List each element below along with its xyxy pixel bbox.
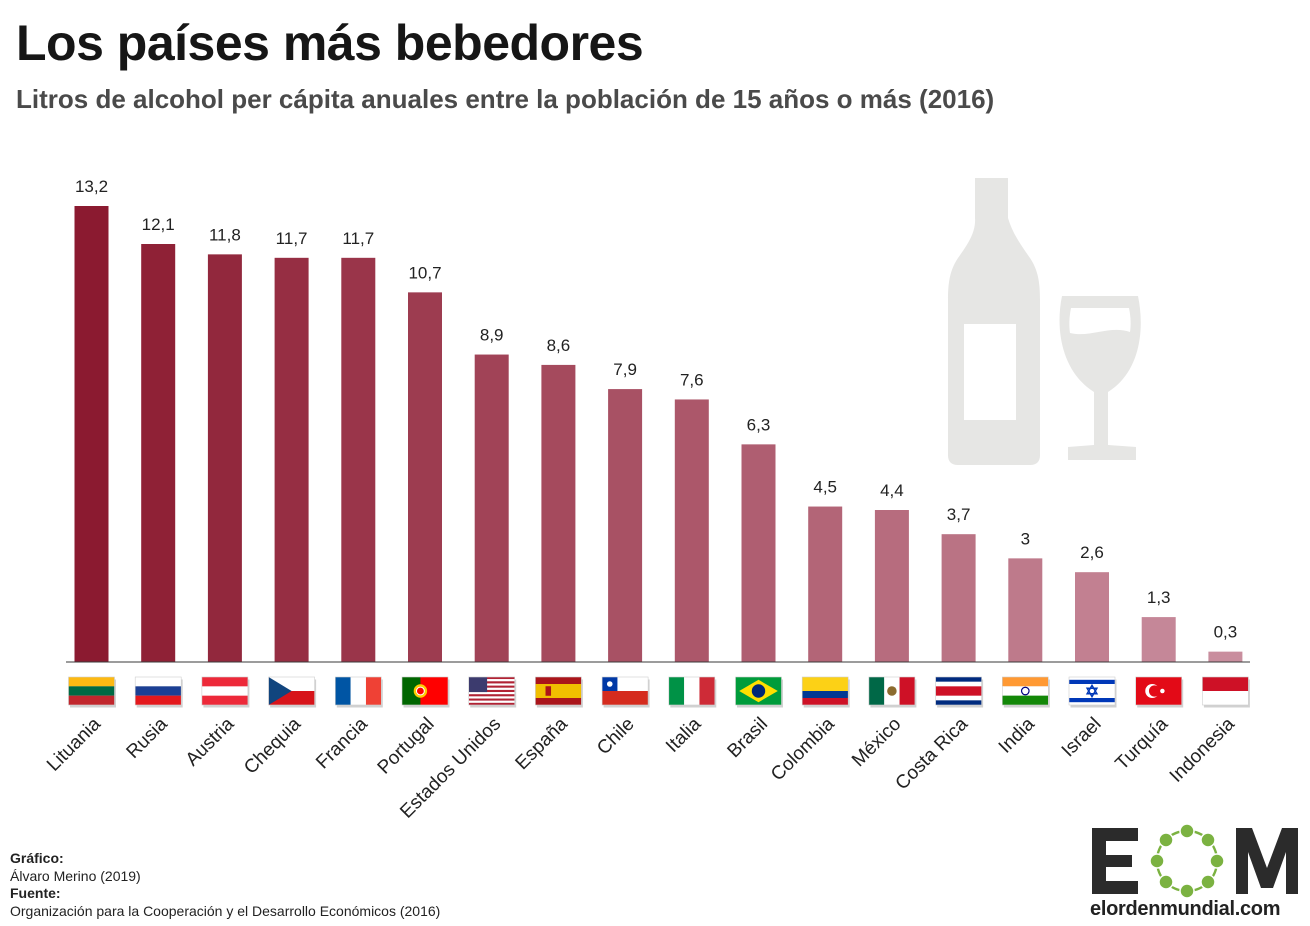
flag-indonesia-icon bbox=[1202, 676, 1250, 708]
bar bbox=[207, 254, 242, 662]
flag-israel-icon bbox=[1068, 676, 1117, 708]
category-label: Portugal bbox=[374, 714, 439, 779]
category-label: Brasil bbox=[724, 714, 772, 762]
fuente-label: Fuente: bbox=[10, 885, 61, 901]
bar bbox=[341, 257, 376, 662]
category-label: Chile bbox=[593, 714, 638, 759]
bar bbox=[1208, 651, 1243, 662]
category-label: Austria bbox=[182, 713, 239, 770]
category-label: Italia bbox=[662, 713, 706, 757]
flag-russia-icon bbox=[134, 676, 183, 708]
value-label: 2,6 bbox=[1080, 543, 1104, 562]
bar bbox=[608, 389, 643, 662]
value-label: 0,3 bbox=[1214, 623, 1238, 642]
bar bbox=[674, 399, 709, 662]
credits: Gráfico: Álvaro Merino (2019) Fuente: Or… bbox=[10, 850, 440, 920]
flag-austria-icon bbox=[201, 676, 250, 708]
value-label: 10,7 bbox=[408, 263, 441, 282]
flag-italy-icon bbox=[668, 676, 717, 708]
flag-colombia-icon bbox=[801, 676, 850, 708]
bar bbox=[541, 364, 576, 662]
bar bbox=[1008, 558, 1043, 662]
bar bbox=[408, 292, 442, 662]
bar bbox=[741, 444, 776, 662]
value-label: 11,8 bbox=[209, 225, 241, 244]
value-label: 8,9 bbox=[480, 326, 504, 345]
category-label: Israel bbox=[1058, 714, 1106, 762]
category-label: España bbox=[512, 713, 573, 774]
value-label: 11,7 bbox=[276, 229, 308, 248]
value-label: 7,9 bbox=[613, 360, 637, 379]
flag-chile-icon bbox=[601, 676, 650, 708]
value-label: 1,3 bbox=[1147, 588, 1171, 607]
flag-spain-icon bbox=[535, 676, 583, 708]
category-label: Lituania bbox=[43, 713, 105, 775]
category-label: Colombia bbox=[767, 713, 839, 785]
bar bbox=[141, 244, 176, 662]
grafico-label: Gráfico: bbox=[10, 850, 64, 866]
flag-usa-icon bbox=[468, 676, 517, 708]
logo-site-text: elordenmundial.com bbox=[1090, 898, 1281, 920]
flag-costa-rica-icon bbox=[935, 676, 984, 708]
category-label: Francia bbox=[312, 713, 372, 773]
bar bbox=[874, 510, 909, 662]
bar bbox=[941, 534, 976, 662]
value-label: 11,7 bbox=[342, 229, 374, 248]
wine-bottle-icon bbox=[948, 178, 1040, 465]
bar bbox=[808, 506, 843, 662]
value-label: 4,5 bbox=[813, 478, 837, 497]
category-label: Costa Rica bbox=[892, 713, 973, 794]
flag-portugal-icon bbox=[401, 676, 450, 708]
bar bbox=[474, 354, 509, 662]
chart-title: Los países más bebedores bbox=[16, 15, 644, 71]
flag-turkey-icon bbox=[1135, 676, 1184, 708]
bar bbox=[74, 206, 109, 662]
flag-brazil-icon bbox=[735, 676, 783, 708]
grafico-value: Álvaro Merino (2019) bbox=[10, 867, 141, 884]
category-label: Chequia bbox=[240, 713, 305, 778]
category-label: Indonesia bbox=[1166, 713, 1239, 786]
value-label: 6,3 bbox=[747, 415, 771, 434]
flag-france-icon bbox=[334, 676, 383, 708]
value-label: 3,7 bbox=[947, 505, 971, 524]
value-label: 12,1 bbox=[142, 215, 175, 234]
eom-logo bbox=[1092, 823, 1298, 899]
value-label: 4,4 bbox=[880, 481, 904, 500]
decoration bbox=[948, 178, 1141, 465]
wine-glass-icon bbox=[1059, 296, 1141, 460]
fuente-value: Organización para la Cooperación y el De… bbox=[10, 902, 441, 919]
category-label: India bbox=[995, 713, 1039, 757]
bar bbox=[1141, 617, 1176, 662]
value-label: 7,6 bbox=[680, 370, 704, 389]
flag-india-icon bbox=[1001, 676, 1050, 708]
category-label: México bbox=[848, 714, 905, 771]
bar bbox=[1075, 572, 1109, 662]
category-label: Turquía bbox=[1112, 713, 1173, 774]
value-label: 8,6 bbox=[547, 336, 571, 355]
value-label: 13,2 bbox=[75, 177, 108, 196]
bar bbox=[274, 257, 309, 662]
value-label: 3 bbox=[1021, 529, 1030, 548]
chart-subtitle: Litros de alcohol per cápita anuales ent… bbox=[16, 84, 995, 114]
category-label: Rusia bbox=[123, 713, 173, 763]
flag-czechia-icon bbox=[268, 676, 317, 708]
flag-lithuania-icon bbox=[68, 676, 116, 708]
flag-mexico-icon bbox=[868, 676, 917, 708]
